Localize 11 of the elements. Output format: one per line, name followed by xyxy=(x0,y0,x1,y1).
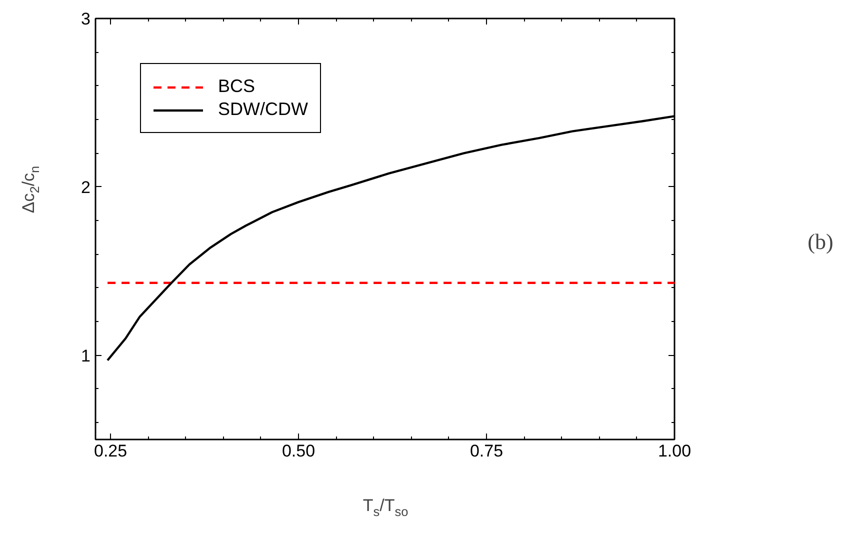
y-axis-title: Δc2/cn xyxy=(19,166,42,214)
y-tick-label: 3 xyxy=(81,10,91,28)
legend-label: BCS xyxy=(218,76,256,97)
x-tick-label: 0.75 xyxy=(470,442,504,460)
x-tick-label: 1.00 xyxy=(658,442,692,460)
y-tick-label: 2 xyxy=(81,178,91,197)
x-tick-label: 0.25 xyxy=(94,442,128,460)
legend-label: SDW/CDW xyxy=(218,99,308,120)
x-tick-label: 0.50 xyxy=(282,442,316,460)
text: (b) xyxy=(808,229,834,254)
y-tick-label: 1 xyxy=(81,346,91,366)
